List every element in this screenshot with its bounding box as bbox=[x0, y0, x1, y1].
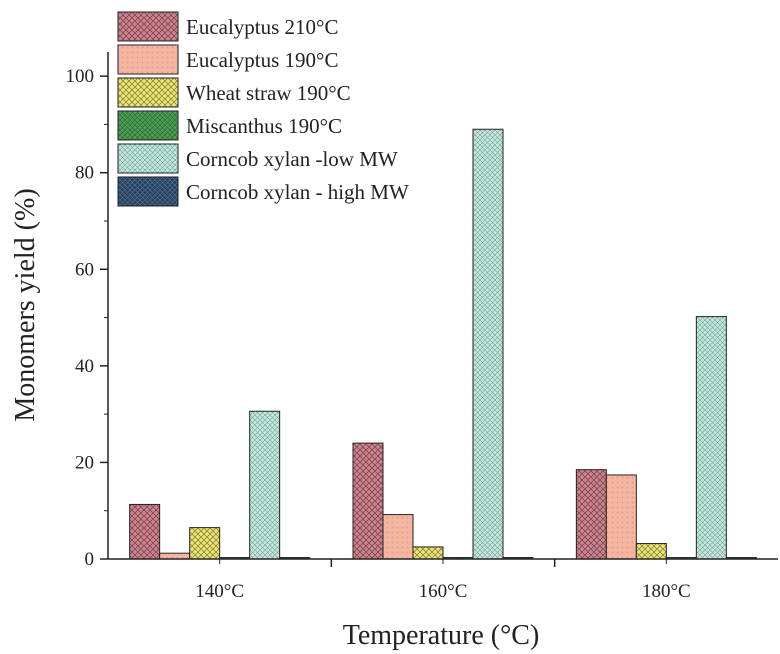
y-tick-label: 20 bbox=[75, 452, 94, 473]
legend-label-5: Corncob xylan -low MW bbox=[186, 147, 398, 171]
legend: Eucalyptus 210°C Eucalyptus 190°C Wheat st… bbox=[117, 11, 409, 207]
legend-label-4: Miscanthus 190°C bbox=[186, 114, 342, 138]
legend-label-6: Corncob xylan - high MW bbox=[186, 180, 409, 204]
bar-5-1 bbox=[249, 410, 281, 560]
x-tick-label: 140°C bbox=[195, 581, 244, 602]
bar-3-3 bbox=[635, 543, 667, 560]
bar-3-2 bbox=[412, 546, 444, 560]
y-tick-label: 40 bbox=[75, 356, 94, 377]
y-axis-ticks: 0 20 40 60 80 100 bbox=[66, 66, 108, 570]
legend-swatch-1 bbox=[117, 11, 179, 42]
bar-1-2 bbox=[352, 442, 384, 560]
y-tick-label: 0 bbox=[85, 549, 95, 570]
x-tick-label: 180°C bbox=[642, 581, 691, 602]
legend-label-3: Wheat straw 190°C bbox=[186, 81, 351, 105]
y-tick-label: 60 bbox=[75, 259, 94, 280]
bar-3-1 bbox=[189, 527, 221, 560]
bar-2-2 bbox=[382, 514, 414, 560]
bar-5-3 bbox=[695, 316, 727, 560]
bars-layer bbox=[129, 128, 757, 560]
bar-2-1 bbox=[159, 552, 191, 560]
bar-5-2 bbox=[472, 128, 504, 560]
x-axis-ticks: 140°C 160°C 180°C bbox=[195, 559, 691, 602]
x-axis-title: Temperature (°C) bbox=[343, 620, 540, 651]
legend-label-2: Eucalyptus 190°C bbox=[186, 48, 338, 72]
y-tick-label: 80 bbox=[75, 163, 94, 184]
x-tick-label: 160°C bbox=[419, 581, 468, 602]
legend-swatch-2 bbox=[117, 44, 179, 75]
bar-2-3 bbox=[605, 474, 637, 560]
legend-swatch-5 bbox=[117, 143, 179, 174]
legend-swatch-6 bbox=[117, 176, 179, 207]
legend-swatch-3 bbox=[117, 77, 179, 108]
legend-swatch-4 bbox=[117, 110, 179, 141]
bar-1-1 bbox=[129, 503, 161, 560]
legend-label-1: Eucalyptus 210°C bbox=[186, 15, 338, 39]
bar-1-3 bbox=[575, 469, 607, 560]
y-axis-title: Monomers yield (%) bbox=[10, 188, 41, 421]
y-tick-label: 100 bbox=[66, 66, 95, 87]
